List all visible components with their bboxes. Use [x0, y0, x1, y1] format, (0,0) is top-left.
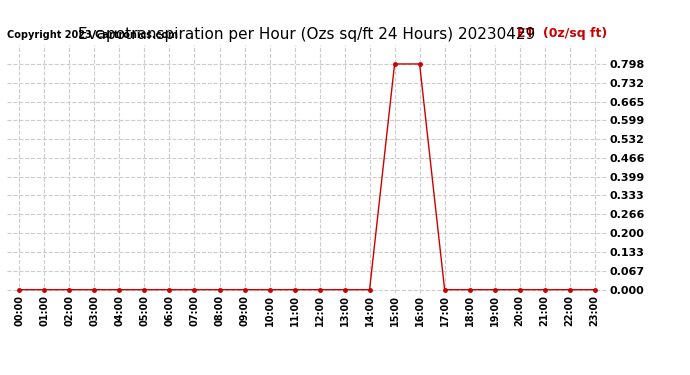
Text: ET  (0z/sq ft): ET (0z/sq ft): [517, 27, 607, 40]
Text: Copyright 2023 Cartronics.com: Copyright 2023 Cartronics.com: [7, 30, 178, 40]
Title: Evapotranspiration per Hour (Ozs sq/ft 24 Hours) 20230429: Evapotranspiration per Hour (Ozs sq/ft 2…: [79, 27, 535, 42]
